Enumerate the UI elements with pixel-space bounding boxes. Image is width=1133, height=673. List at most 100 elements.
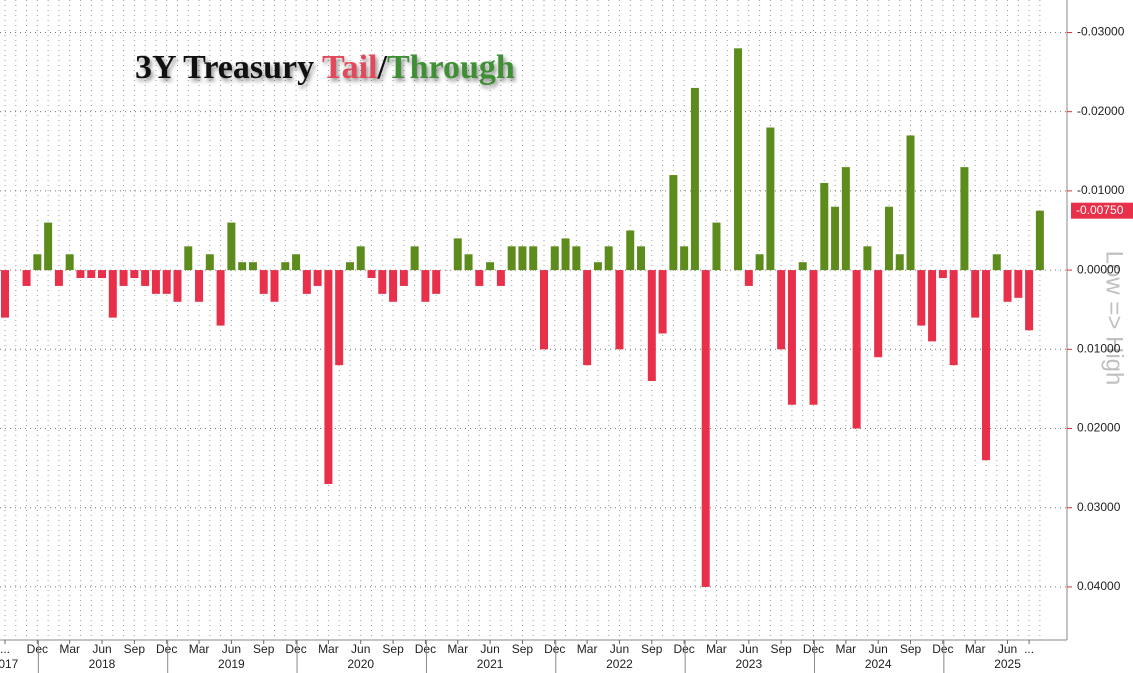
bar xyxy=(248,262,257,271)
bar xyxy=(475,270,484,286)
year-label: 2023 xyxy=(735,657,762,671)
bar xyxy=(960,167,969,271)
bar xyxy=(65,254,74,271)
year-label: 2018 xyxy=(89,657,116,671)
bar xyxy=(593,262,602,271)
bar xyxy=(766,127,775,271)
bar xyxy=(917,270,926,326)
bar xyxy=(712,222,721,271)
bar xyxy=(378,270,387,294)
bar xyxy=(238,262,247,271)
x-tick-label: Sep xyxy=(900,642,922,656)
bar xyxy=(227,222,236,271)
bar xyxy=(464,254,473,271)
bar xyxy=(820,182,829,271)
bar xyxy=(680,246,689,271)
bar xyxy=(637,246,646,271)
bar xyxy=(852,270,861,429)
bar xyxy=(734,48,743,271)
x-tick-label: Dec xyxy=(415,642,436,656)
bar xyxy=(486,262,495,271)
x-tick-label: Jun xyxy=(869,642,888,656)
bar xyxy=(507,246,516,271)
x-tick-label: Dec xyxy=(803,642,824,656)
bar xyxy=(367,270,376,279)
bar xyxy=(647,270,656,381)
bar xyxy=(809,270,818,405)
bar xyxy=(173,270,182,302)
bar xyxy=(270,270,279,302)
y-tick-label: -0.01000 xyxy=(1077,183,1125,197)
bar xyxy=(615,270,624,350)
bar xyxy=(453,238,462,271)
x-tick-label: Jun xyxy=(351,642,370,656)
bar xyxy=(1,270,9,318)
bar xyxy=(831,206,840,271)
bar xyxy=(992,254,1001,271)
year-label: 2022 xyxy=(606,657,633,671)
x-tick-label: Sep xyxy=(382,642,404,656)
bar xyxy=(518,246,527,271)
bar xyxy=(184,246,193,271)
bar xyxy=(432,270,441,294)
bar xyxy=(949,270,958,366)
x-tick-label: Dec xyxy=(673,642,694,656)
x-tick-label: Sep xyxy=(124,642,146,656)
x-tick-label: Jun xyxy=(92,642,111,656)
x-tick-label: Dec xyxy=(932,642,953,656)
bar xyxy=(928,270,937,342)
title-slash: / xyxy=(376,49,387,86)
x-tick-label: ... xyxy=(0,642,10,656)
bar xyxy=(151,270,160,294)
year-label: 2025 xyxy=(994,657,1021,671)
x-tick-label: Jun xyxy=(222,642,241,656)
bar xyxy=(259,270,268,294)
bar xyxy=(216,270,225,326)
bar xyxy=(54,270,63,286)
x-tick-label: Dec xyxy=(544,642,565,656)
x-tick-label: Mar xyxy=(447,642,468,656)
y-tick-label: 0.00000 xyxy=(1077,262,1121,276)
bar xyxy=(561,238,570,271)
title-tail: Tail xyxy=(322,49,377,86)
chart-title: 3Y Treasury Tail/Through xyxy=(135,49,515,86)
bar xyxy=(108,270,117,318)
bar xyxy=(1003,270,1012,302)
bar xyxy=(292,254,301,271)
axis-note: Low => High xyxy=(1101,251,1128,386)
title-lead: 3Y Treasury xyxy=(135,49,322,86)
x-tick-label: Mar xyxy=(189,642,210,656)
bar xyxy=(33,254,42,271)
bar xyxy=(874,270,883,358)
bar xyxy=(44,222,53,271)
title-through: Through xyxy=(387,49,515,86)
x-tick-label: Sep xyxy=(770,642,792,656)
y-tick-label: 0.04000 xyxy=(1077,579,1121,593)
x-tick-label: Mar xyxy=(965,642,986,656)
bar xyxy=(313,270,322,286)
bar xyxy=(981,270,990,461)
x-tick-label: Mar xyxy=(59,642,80,656)
x-tick-label: Dec xyxy=(156,642,177,656)
bar xyxy=(841,167,850,271)
x-tick-label: Sep xyxy=(512,642,534,656)
bar xyxy=(410,246,419,271)
year-label: 2021 xyxy=(477,657,504,671)
bar xyxy=(302,270,311,294)
y-tick-label: 0.03000 xyxy=(1077,500,1121,514)
y-tick-label: -0.02000 xyxy=(1077,104,1125,118)
x-tick-label: Dec xyxy=(27,642,48,656)
bar xyxy=(604,246,613,271)
x-tick-label: Jun xyxy=(480,642,499,656)
bar xyxy=(162,270,171,294)
bar xyxy=(119,270,128,286)
bar xyxy=(87,270,96,279)
bar xyxy=(550,246,559,271)
bar xyxy=(701,270,710,587)
year-label: 2017 xyxy=(0,657,19,671)
bar xyxy=(744,270,753,286)
bar xyxy=(906,135,915,271)
x-tick-label: Mar xyxy=(706,642,727,656)
bar xyxy=(22,270,31,286)
